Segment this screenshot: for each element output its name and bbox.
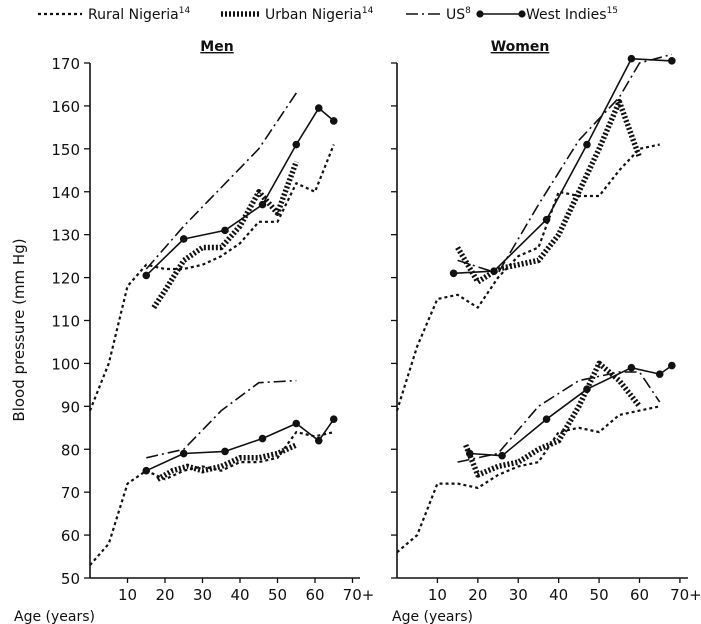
data-point [583, 385, 591, 393]
data-point [142, 271, 151, 280]
y-tick-label: 80 [61, 441, 80, 459]
panel-title: Men [200, 39, 233, 55]
y-axis-label: Blood pressure (mm Hg) [10, 238, 28, 421]
legend-ref: 14 [362, 6, 374, 16]
x-tick-label: 20 [155, 586, 174, 604]
x-tick-label: 40 [230, 586, 249, 604]
x-tick-label: 30 [509, 586, 528, 604]
series-us-5 [146, 379, 297, 459]
y-tick-label: 140 [51, 184, 80, 202]
legend-label: US8 [446, 6, 471, 23]
panel-women: Women 10 20 30 40 50 60 70+ Age (years) [391, 39, 701, 624]
data-point [627, 54, 636, 63]
x-tick-label: 30 [193, 586, 212, 604]
y-tick-label: 60 [61, 527, 80, 545]
series-rural-nigeria-0 [88, 144, 335, 412]
legend-marker [518, 10, 526, 18]
data-point [627, 363, 636, 372]
x-axis-label: Age (years) [392, 609, 473, 624]
x-tick-label: 10 [118, 586, 137, 604]
series-us-4 [145, 92, 297, 270]
series-urban-nigeria-3 [463, 360, 642, 478]
data-point [179, 449, 188, 458]
data-point [221, 226, 229, 235]
y-tick-label: 120 [51, 270, 80, 288]
chart-panels: Men 50 60 70 80 90 100 110 120 130 140 150 160 170 10 2… [14, 39, 701, 624]
series-west-indies-6 [453, 57, 672, 275]
data-point [449, 269, 458, 278]
legend-label: Urban Nigeria14 [265, 6, 374, 23]
y-tick-label: 160 [51, 98, 80, 116]
legend: Rural Nigeria14 Urban Nigeria14 US8 West In… [38, 6, 618, 23]
data-point [258, 434, 267, 443]
series-us-4 [457, 53, 673, 275]
y-tick-label: 110 [51, 313, 80, 331]
data-point [221, 447, 229, 456]
x-tick-label: 50 [590, 586, 609, 604]
series-rural-nigeria-0 [395, 143, 660, 411]
data-point [668, 57, 676, 65]
series-west-indies-6 [145, 107, 335, 276]
data-point [490, 267, 498, 275]
series-urban-nigeria-2 [455, 98, 643, 285]
x-tick-label: 70+ [670, 586, 701, 604]
data-point [142, 466, 151, 475]
series-urban-nigeria-2 [151, 160, 299, 310]
legend-marker [476, 10, 484, 18]
x-tick-label: 60 [305, 586, 324, 604]
y-tick-label: 170 [51, 55, 80, 73]
data-point [668, 361, 676, 370]
x-tick-label: 10 [428, 586, 447, 604]
legend-label: West Indies15 [526, 6, 618, 23]
data-point [314, 104, 323, 112]
data-point [542, 215, 551, 224]
x-tick-label: 70+ [343, 586, 375, 604]
y-tick-label: 100 [51, 355, 80, 373]
y-tick-label: 150 [51, 141, 80, 159]
data-point [292, 140, 301, 149]
panel-men: Men 50 60 70 80 90 100 110 120 130 140 150 160 170 10 2… [14, 39, 374, 624]
data-point [542, 415, 551, 424]
data-point [179, 235, 188, 243]
data-point [292, 419, 301, 428]
panel-title: Women [491, 39, 550, 55]
data-point [465, 449, 474, 458]
y-tick-label: 70 [61, 484, 80, 502]
data-point [655, 370, 664, 378]
x-tick-label: 40 [549, 586, 568, 604]
y-tick-label: 130 [51, 227, 80, 245]
data-point [329, 117, 338, 125]
data-point [258, 200, 267, 209]
y-tick-label: 90 [61, 398, 80, 416]
legend-label: Rural Nigeria14 [88, 6, 190, 23]
x-tick-label: 20 [468, 586, 487, 604]
x-tick-label: 50 [268, 586, 287, 604]
series-west-indies-7 [469, 364, 673, 457]
legend-ref: 14 [179, 6, 191, 16]
legend-ref: 15 [607, 6, 618, 16]
data-point [583, 140, 591, 149]
series-rural-nigeria-1 [396, 405, 660, 554]
y-tick-label: 50 [61, 570, 80, 588]
series-us-5 [457, 371, 661, 463]
data-point [498, 451, 506, 460]
data-point [329, 415, 338, 424]
x-tick-label: 60 [630, 586, 649, 604]
data-point [314, 436, 323, 445]
legend-ref: 8 [465, 6, 471, 16]
series-west-indies-7 [145, 418, 335, 472]
x-axis-label: Age (years) [14, 609, 95, 624]
